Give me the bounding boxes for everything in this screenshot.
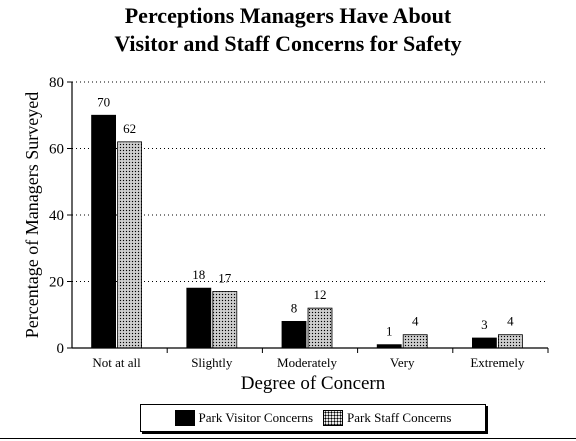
x-category-label: Slightly (191, 355, 233, 370)
x-axis-label: Degree of Concern (241, 373, 386, 394)
x-category-label: Extremely (470, 355, 525, 370)
chart-title: Perceptions Managers Have About Visitor … (0, 2, 576, 58)
bar-visitor (281, 320, 307, 349)
bar-chart: 70 62 18 17 8 12 1 4 3 4 0 20 40 60 80 Not at all Sligh… (22, 75, 549, 394)
bar-label-visitor: 8 (291, 300, 298, 315)
bar-label-visitor: 70 (97, 94, 110, 109)
legend-swatch-visitor (174, 410, 195, 426)
bar-label-staff: 12 (314, 287, 327, 302)
legend-label-staff: Park Staff Concerns (347, 410, 452, 425)
bar-label-staff: 62 (123, 121, 136, 136)
bottom-rule (0, 438, 576, 439)
y-tick-label: 20 (49, 275, 64, 291)
bar-label-visitor: 1 (386, 324, 393, 339)
x-category-label: Very (390, 355, 415, 370)
legend-label-visitor: Park Visitor Concerns (198, 410, 314, 425)
legend-item-visitor: Park Visitor Concerns (174, 410, 314, 426)
y-tick-label: 40 (49, 208, 64, 224)
chart-title-line-1: Perceptions Managers Have About (124, 3, 452, 28)
bar-label-staff: 17 (218, 270, 232, 285)
chart-title-line-2: Visitor and Staff Concerns for Safety (114, 31, 462, 56)
bar-visitor (471, 337, 497, 349)
bar-label-visitor: 3 (481, 317, 488, 332)
bar-staff (212, 291, 238, 349)
axes: 0 20 40 60 80 Not at all Slightly Moderately Ver… (49, 75, 549, 370)
bar-label-staff: 4 (412, 314, 419, 329)
bar-staff (307, 307, 333, 349)
bar-staff (402, 334, 428, 349)
y-tick-label: 60 (49, 142, 64, 158)
y-tick-label: 80 (49, 75, 64, 91)
bar-value-labels: 70 62 18 17 8 12 1 4 3 4 (97, 94, 514, 338)
bar-staff (117, 141, 142, 349)
legend-item-staff: Park Staff Concerns (323, 410, 452, 426)
y-tick-label: 0 (57, 341, 65, 357)
legend-swatch-staff (323, 410, 344, 426)
y-axis-label: Percentage of Managers Surveyed (22, 92, 42, 338)
bar-label-staff: 4 (507, 314, 514, 329)
bar-visitor (186, 287, 212, 349)
bar-visitor (91, 114, 116, 349)
bars (91, 114, 523, 349)
bar-label-visitor: 18 (192, 267, 205, 282)
bar-staff (497, 334, 523, 349)
legend: Park Visitor Concerns Park Staff Concern… (140, 404, 486, 432)
x-category-label: Not at all (92, 355, 141, 370)
gridlines (72, 81, 548, 282)
x-category-label: Moderately (277, 355, 337, 370)
